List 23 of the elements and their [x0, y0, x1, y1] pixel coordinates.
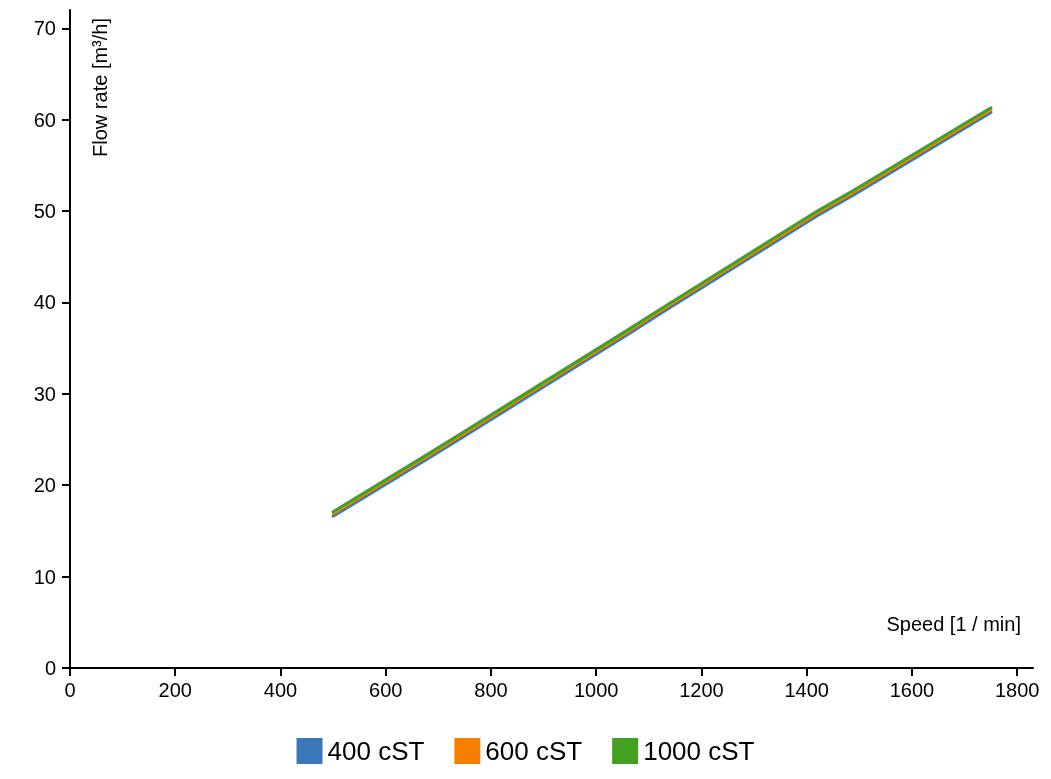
y-tick-label: 20: [33, 474, 56, 497]
legend-label: 400 cST: [327, 736, 425, 766]
y-tick-label: 60: [33, 108, 56, 131]
x-tick-label: 0: [64, 679, 76, 701]
x-tick-label: 1600: [889, 679, 935, 701]
x-axis-title: Speed [1 / min]: [886, 613, 1021, 635]
x-tick-label: 1000: [573, 679, 619, 701]
legend-label: 600 cST: [485, 736, 583, 766]
x-tick-label: 600: [369, 679, 403, 701]
y-tick-label: 70: [33, 17, 56, 40]
x-tick-label: 1400: [784, 679, 829, 701]
x-tick-label: 400: [263, 679, 298, 701]
x-tick-label: 1800: [994, 679, 1040, 701]
x-tick-label: 200: [158, 679, 192, 701]
y-tick-label: 10: [33, 565, 56, 588]
x-tick-label: 1200: [679, 679, 724, 701]
y-tick-label: 30: [33, 382, 56, 405]
legend-label: 1000 cST: [643, 736, 755, 766]
y-tick-label: 50: [33, 200, 56, 223]
y-tick-label: 40: [33, 291, 56, 314]
y-tick-label: 0: [44, 657, 56, 679]
y-axis-title: Flow rate [m³/h]: [89, 18, 111, 157]
x-tick-label: 800: [474, 679, 508, 701]
